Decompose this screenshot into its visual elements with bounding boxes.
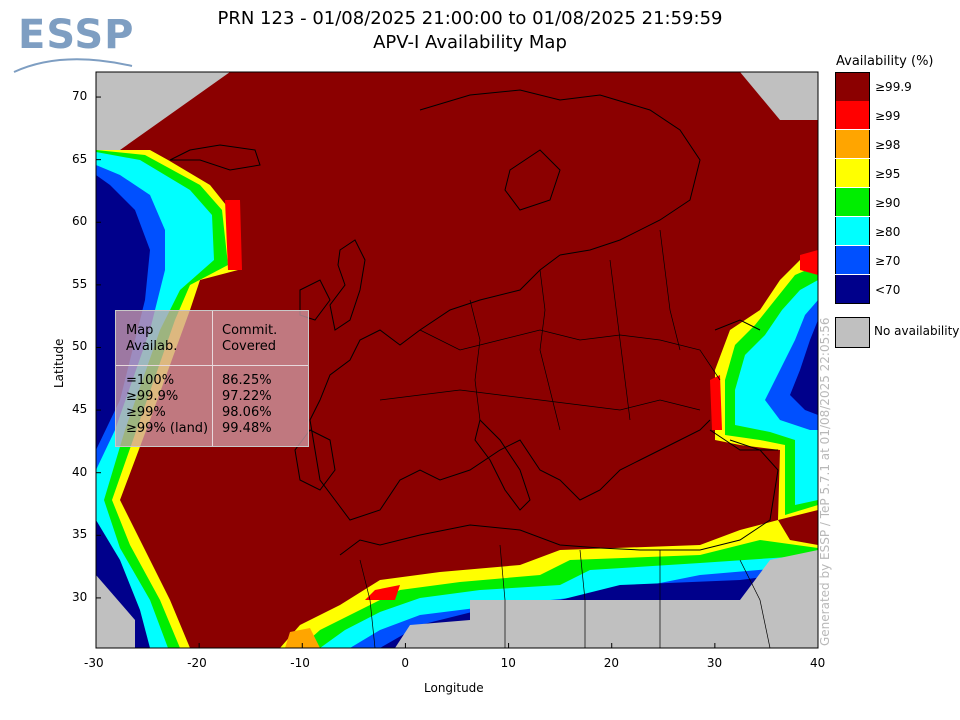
x-tick-label: -30 <box>84 656 104 670</box>
legend-label: <70 <box>875 283 901 297</box>
legend-no-availability-label: No availability <box>874 324 960 338</box>
stats-header-map-availab: Map Availab. <box>126 323 178 354</box>
y-tick-label: 35 <box>72 527 88 542</box>
logo-swoosh <box>13 58 133 73</box>
legend-swatch <box>835 101 870 129</box>
no-availability-sw <box>96 575 135 648</box>
availability-band-99-south <box>365 585 400 600</box>
y-tick-label: 60 <box>72 214 88 229</box>
legend-swatch <box>835 159 870 187</box>
no-availability-top-right <box>740 72 818 120</box>
no-availability-top-left <box>96 72 230 150</box>
no-availability-se <box>740 550 818 648</box>
legend-title: Availability (%) <box>836 54 934 69</box>
y-tick-label: 45 <box>72 402 88 417</box>
legend-label: ≥90 <box>875 196 901 210</box>
legend-no-availability-swatch <box>835 317 870 348</box>
x-tick-label: 20 <box>603 656 619 670</box>
x-tick-label: -20 <box>187 656 207 670</box>
stats-rows-thresholds: =100% ≥99.9% ≥99% ≥99% (land) <box>126 373 209 436</box>
availability-band-below-70-east <box>790 320 818 415</box>
coastlines <box>169 89 779 556</box>
stats-header-commit-covered: Commit. Covered <box>222 323 278 354</box>
legend-label: ≥70 <box>875 254 901 268</box>
y-axis-label: Latitude <box>52 338 66 388</box>
x-tick-label: 10 <box>500 656 516 670</box>
no-availability-south <box>395 600 740 648</box>
availability-band-99-black-sea <box>710 375 722 430</box>
y-tick-label: 70 <box>72 89 88 104</box>
coverage-stats-table: Map Availab. Commit. Covered =100% ≥99.9… <box>115 310 309 447</box>
legend-swatch <box>835 188 870 216</box>
country-borders <box>359 229 771 648</box>
legend-label: ≥95 <box>875 167 901 181</box>
legend-swatch <box>835 72 870 101</box>
y-tick-label: 55 <box>72 276 88 291</box>
map-subtitle: APV-I Availability Map <box>373 32 567 53</box>
x-tick-label: -10 <box>290 656 310 670</box>
stats-rows-values: 86.25% 97.22% 98.06% 99.48% <box>222 373 272 436</box>
legend-swatch <box>835 130 870 158</box>
y-tick-label: 30 <box>72 589 88 604</box>
x-axis-label: Longitude <box>424 681 484 695</box>
x-tick-label: 0 <box>401 656 410 670</box>
logo-text: ESSP <box>18 12 135 58</box>
x-tick-label: 40 <box>810 656 826 670</box>
availability-band-99-west <box>225 200 242 270</box>
y-tick-label: 65 <box>72 151 88 166</box>
x-tick-label: 30 <box>706 656 723 670</box>
y-tick-label: 50 <box>72 339 88 354</box>
legend-label: ≥99.9 <box>875 80 912 94</box>
legend-label: ≥99 <box>875 109 901 123</box>
generated-by-credit: Generated by ESSP / TeP 5.7.1 at 01/08/2… <box>818 317 832 646</box>
availability-band-99-east <box>800 250 818 275</box>
legend-swatch <box>835 217 870 245</box>
legend-label: ≥80 <box>875 225 901 239</box>
map-title: PRN 123 - 01/08/2025 21:00:00 to 01/08/2… <box>217 8 723 29</box>
plot-frame <box>95 71 819 649</box>
legend-swatch <box>835 275 870 304</box>
axis-ticks <box>95 96 819 648</box>
legend-swatch <box>835 246 870 274</box>
availability-band-98-south <box>285 628 320 648</box>
y-tick-label: 40 <box>72 464 88 479</box>
essp-logo: ESSP <box>12 10 142 80</box>
legend-label: ≥98 <box>875 138 901 152</box>
